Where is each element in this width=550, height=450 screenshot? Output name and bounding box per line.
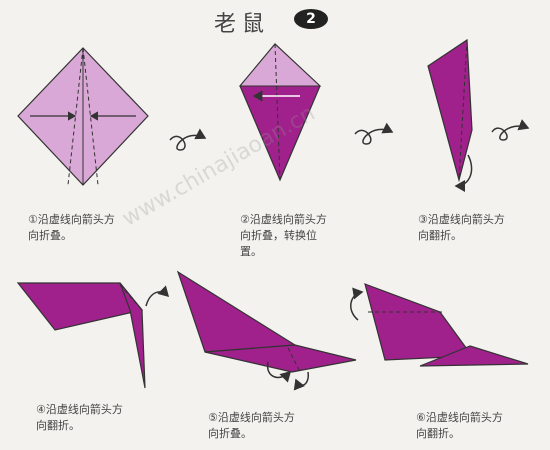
step2-caption: ②沿虚线向箭头方 向折叠，转换位 置。 [240, 212, 327, 260]
step2-line2: 向折叠，转换位 [240, 229, 317, 242]
swirl-arrow-3 [491, 119, 530, 141]
diagram-title: 老鼠 [214, 12, 271, 37]
step4-line2: 向翻折。 [36, 419, 80, 432]
step2-figure [238, 43, 322, 182]
step1-number: ① [28, 213, 38, 226]
step6-caption: ⑥沿虚线向箭头方 向翻折。 [416, 410, 503, 442]
step6-line1: 沿虚线向箭头方 [425, 411, 503, 424]
step4-figure [16, 282, 170, 389]
step2-number: ② [240, 213, 250, 226]
step5-figure [176, 270, 357, 391]
step1-caption: ①沿虚线向箭头方 向折叠。 [28, 212, 115, 244]
step3-line2: 向翻折。 [418, 229, 462, 242]
step3-line1: 沿虚线向箭头方 [427, 213, 505, 226]
step-number-badge: 2 [294, 9, 328, 29]
step6-number: ⑥ [416, 411, 426, 424]
step6-figure [350, 283, 529, 367]
step3-caption: ③沿虚线向箭头方 向翻折。 [418, 212, 505, 244]
step5-caption: ⑤沿虚线向箭头方 向折叠。 [208, 410, 295, 442]
step1-line1: 沿虚线向箭头方 [37, 213, 115, 226]
step1-line2: 向折叠。 [28, 229, 72, 242]
step5-line1: 沿虚线向箭头方 [217, 411, 295, 424]
step1-figure [17, 47, 149, 186]
step5-line2: 向折叠。 [208, 427, 252, 440]
step3-number: ③ [418, 213, 428, 226]
step3-figure [427, 38, 473, 192]
swirl-arrow-1 [169, 128, 207, 151]
step4-caption: ④沿虚线向箭头方 向翻折。 [36, 402, 123, 434]
step5-number: ⑤ [208, 411, 218, 424]
step6-line2: 向翻折。 [416, 427, 460, 440]
step2-line1: 沿虚线向箭头方 [249, 213, 327, 226]
step4-line1: 沿虚线向箭头方 [45, 403, 123, 416]
step2-line3: 置。 [240, 245, 262, 258]
step4-number: ④ [36, 403, 46, 416]
swirl-arrow-2 [354, 122, 394, 145]
